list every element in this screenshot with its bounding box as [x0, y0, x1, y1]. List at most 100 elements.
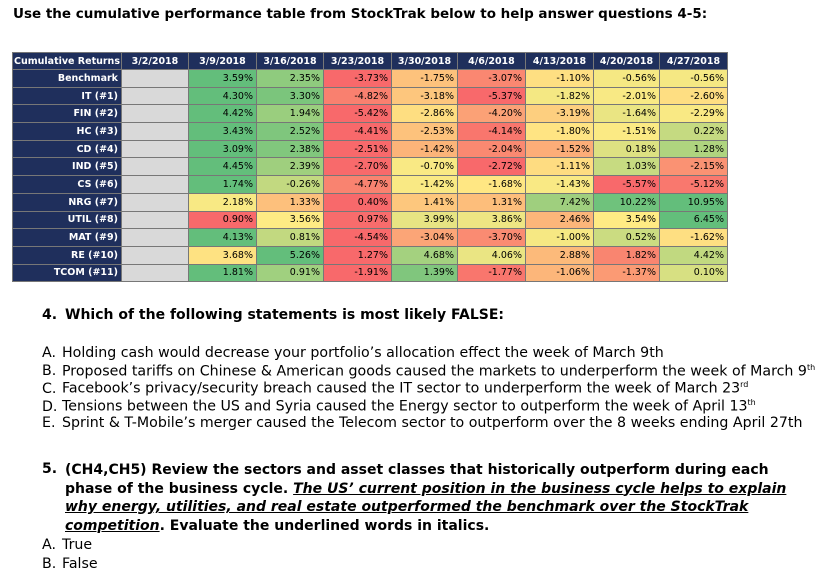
- value-cell: 1.31%: [456, 192, 526, 212]
- table-row: CD (#4) 3.09% 2.38% -2.51% -1.42% -2.04% -1.52…: [12, 139, 728, 159]
- table-row: RE (#10) 3.68% 5.26% 1.27% 4.68% 4.06% 2.88% 1.…: [12, 245, 728, 265]
- blank-cell: [120, 245, 189, 265]
- value-cell: -1.62%: [658, 228, 728, 247]
- value-cell: 3.54%: [592, 210, 660, 230]
- row-label: FIN (#2): [12, 104, 122, 124]
- column-header: 3/9/2018: [187, 52, 257, 70]
- question-number: 5.: [42, 461, 58, 477]
- option: D. Tensions between the US and Syria caus…: [42, 398, 815, 416]
- value-cell: -1.64%: [592, 104, 660, 124]
- blank-cell: [120, 263, 189, 283]
- value-cell: 1.33%: [255, 192, 324, 212]
- option: E. Sprint & T-Mobile’s merger caused the …: [42, 415, 815, 433]
- value-cell: -4.77%: [322, 175, 392, 194]
- value-cell: 2.38%: [255, 139, 324, 159]
- value-cell: -0.56%: [658, 69, 728, 88]
- performance-table: Cumulative Returns 3/2/2018 3/9/2018 3/16/2…: [12, 52, 728, 283]
- row-label: CD (#4): [12, 139, 122, 159]
- value-cell: -0.56%: [592, 69, 660, 88]
- value-cell: -1.00%: [524, 228, 594, 247]
- value-cell: -3.73%: [322, 69, 392, 88]
- value-cell: 3.56%: [255, 210, 324, 230]
- prompt-text: . Evaluate the underlined words in itali…: [159, 517, 490, 534]
- option-letter: A.: [42, 537, 56, 553]
- value-cell: -3.19%: [524, 104, 594, 124]
- table-row: TCOM (#11) 1.81% 0.91% -1.91% 1.39% -1.77% -1.…: [12, 263, 728, 283]
- value-cell: 2.46%: [524, 210, 594, 230]
- value-cell: 6.45%: [658, 210, 728, 230]
- value-cell: 1.39%: [390, 263, 458, 283]
- option-text: False: [62, 555, 98, 572]
- value-cell: 3.59%: [187, 69, 257, 88]
- value-cell: 1.03%: [592, 157, 660, 177]
- value-cell: -1.42%: [390, 139, 458, 159]
- value-cell: 1.82%: [592, 245, 660, 265]
- value-cell: 2.35%: [255, 69, 324, 88]
- row-label: HC (#3): [12, 122, 122, 141]
- option: C. Facebook’s privacy/security breach cau…: [42, 380, 815, 398]
- option: A. True: [42, 537, 98, 556]
- value-cell: -4.82%: [322, 86, 392, 106]
- value-cell: -2.53%: [390, 122, 458, 141]
- value-cell: -1.42%: [390, 175, 458, 194]
- value-cell: 1.28%: [658, 139, 728, 159]
- value-cell: -1.82%: [524, 86, 594, 106]
- value-cell: -1.43%: [524, 175, 594, 194]
- value-cell: 4.42%: [187, 104, 257, 124]
- blank-cell: [120, 104, 189, 124]
- row-label: NRG (#7): [12, 192, 122, 212]
- option-letter: D.: [42, 398, 58, 415]
- value-cell: -1.11%: [524, 157, 594, 177]
- value-cell: 1.94%: [255, 104, 324, 124]
- value-cell: -1.77%: [456, 263, 526, 283]
- value-cell: 1.74%: [187, 175, 257, 194]
- value-cell: -2.51%: [322, 139, 392, 159]
- value-cell: -0.26%: [255, 175, 324, 194]
- row-label: RE (#10): [12, 245, 122, 265]
- value-cell: 0.10%: [658, 263, 728, 283]
- question-prompt: (CH4,CH5) Review the sectors and asset c…: [65, 461, 815, 535]
- value-cell: 1.81%: [187, 263, 257, 283]
- options: A. True B. False: [42, 537, 98, 574]
- header-row: Cumulative Returns 3/2/2018 3/9/2018 3/16/2…: [12, 52, 728, 70]
- option-letter: B.: [42, 555, 57, 572]
- table-row: FIN (#2) 4.42% 1.94% -5.42% -2.86% -4.20% -3.1…: [12, 104, 728, 124]
- column-header: 4/20/2018: [592, 52, 660, 70]
- row-label: IND (#5): [12, 157, 122, 177]
- blank-cell: [120, 228, 189, 247]
- table-row: Benchmark 3.59% 2.35% -3.73% -1.75% -3.07% -1.…: [12, 69, 728, 88]
- value-cell: -2.86%: [390, 104, 458, 124]
- option-text: Holding cash would decrease your portfol…: [62, 345, 664, 361]
- value-cell: 7.42%: [524, 192, 594, 212]
- option-letter: A.: [42, 345, 56, 361]
- value-cell: -4.41%: [322, 122, 392, 141]
- value-cell: 3.30%: [255, 86, 324, 106]
- column-header: 4/27/2018: [658, 52, 728, 70]
- superscript: th: [806, 362, 816, 372]
- prompt-text: (CH4,CH5) Review the sectors and asset c…: [65, 462, 769, 497]
- column-header: 3/16/2018: [255, 52, 324, 70]
- option-letter: C.: [42, 380, 57, 397]
- value-cell: -2.01%: [592, 86, 660, 106]
- value-cell: -1.80%: [524, 122, 594, 141]
- table-row: MAT (#9) 4.13% 0.81% -4.54% -3.04% -3.70% -1.0…: [12, 228, 728, 247]
- value-cell: -0.70%: [390, 157, 458, 177]
- value-cell: -1.10%: [524, 69, 594, 88]
- value-cell: 1.41%: [390, 192, 458, 212]
- value-cell: 0.90%: [187, 210, 257, 230]
- value-cell: 3.86%: [456, 210, 526, 230]
- value-cell: -2.60%: [658, 86, 728, 106]
- value-cell: 4.68%: [390, 245, 458, 265]
- superscript: th: [747, 397, 756, 407]
- superscript: rd: [740, 380, 749, 390]
- value-cell: -5.12%: [658, 175, 728, 194]
- row-label: MAT (#9): [12, 228, 122, 247]
- value-cell: -4.20%: [456, 104, 526, 124]
- column-header: Cumulative Returns: [12, 52, 122, 70]
- value-cell: 4.13%: [187, 228, 257, 247]
- value-cell: -5.37%: [456, 86, 526, 106]
- table-row: CS (#6) 1.74% -0.26% -4.77% -1.42% -1.68% -1.4…: [12, 175, 728, 194]
- option: A. Holding cash would decrease your portf…: [42, 345, 815, 363]
- column-header: 4/13/2018: [524, 52, 594, 70]
